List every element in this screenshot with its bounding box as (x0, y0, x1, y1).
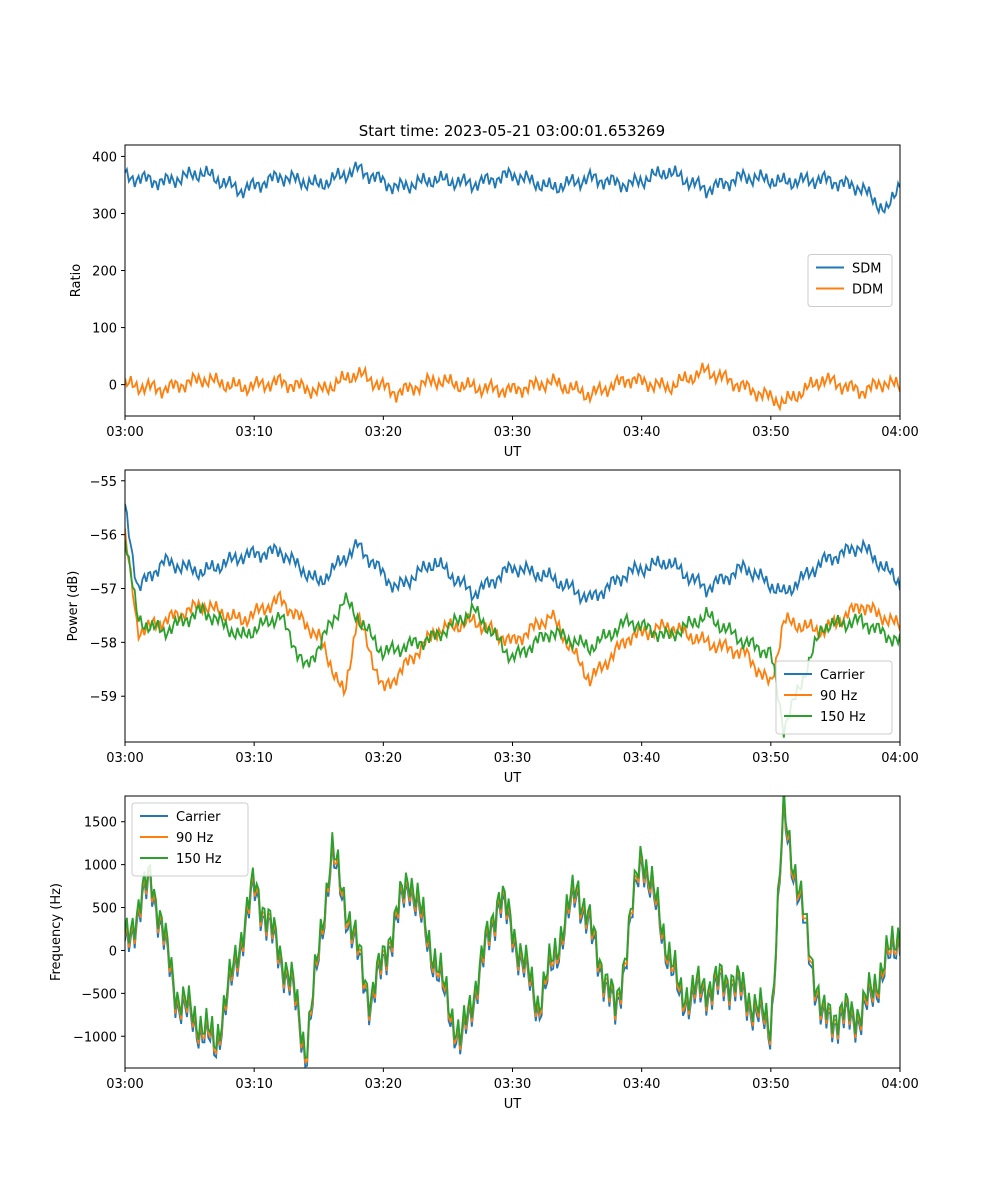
x-tick-label: 03:00 (106, 751, 143, 766)
series-line-power-0 (125, 503, 900, 606)
x-tick-label: 03:30 (494, 425, 531, 440)
chart-panel-frequency: 03:00 03:10 03:20 03:30 03:40 03:50 04:00 −1000… (49, 795, 919, 1112)
x-axis-label: UT (504, 771, 522, 786)
legend-label: Carrier (820, 668, 865, 683)
y-tick-label: 400 (92, 150, 117, 165)
x-tick-label: 03:00 (106, 425, 143, 440)
y-tick-label: −1000 (73, 1030, 117, 1045)
legend-label: 90 Hz (176, 831, 213, 846)
legend-ratio: SDM DDM (807, 254, 893, 307)
figure-title: Start time: 2023-05-21 03:00:01.653269 (359, 122, 665, 140)
x-tick-label: 03:20 (365, 1077, 402, 1092)
y-tick-label: 200 (92, 265, 117, 280)
y-axis-label: Power (dB) (66, 571, 81, 642)
x-tick-label: 04:00 (881, 1077, 918, 1092)
y-tick-label: −59 (90, 690, 117, 705)
legend-power: Carrier 90 Hz 150 Hz (775, 660, 893, 735)
x-tick-label: 03:30 (494, 751, 531, 766)
x-tick-label: 03:10 (235, 1077, 272, 1092)
y-tick-label: −55 (90, 475, 117, 490)
x-tick-label: 03:50 (752, 425, 789, 440)
y-tick-label: 1000 (84, 859, 117, 874)
y-tick-label: 0 (109, 379, 117, 394)
x-tick-label: 03:50 (752, 1077, 789, 1092)
y-tick-label: −56 (90, 529, 117, 544)
x-tick-label: 03:10 (235, 425, 272, 440)
series-line-ratio-1 (125, 362, 900, 412)
y-tick-label: 100 (92, 322, 117, 337)
series-line-power-2 (125, 539, 900, 738)
x-tick-label: 03:20 (365, 425, 402, 440)
y-tick-label: −58 (90, 636, 117, 651)
series-line-power-1 (125, 528, 900, 698)
legend-label: 150 Hz (820, 710, 866, 725)
y-tick-label: −57 (90, 582, 117, 597)
y-axis-label: Ratio (69, 264, 84, 297)
y-tick-label: 0 (109, 944, 117, 959)
x-tick-label: 03:50 (752, 751, 789, 766)
legend-label: DDM (852, 283, 883, 298)
x-tick-label: 04:00 (881, 751, 918, 766)
x-tick-label: 03:40 (623, 425, 660, 440)
chart-panel-ratio: 03:00 03:10 03:20 03:30 03:40 03:50 04:00 0 100 2… (69, 144, 919, 460)
legend-label: 90 Hz (820, 689, 857, 704)
x-tick-label: 03:20 (365, 751, 402, 766)
x-axis-label: UT (504, 445, 522, 460)
legend-label: SDM (852, 262, 881, 277)
chart-panel-power: 03:00 03:10 03:20 03:30 03:40 03:50 04:00 −59 −5… (66, 469, 919, 786)
y-tick-label: −500 (81, 987, 117, 1002)
legend-label: Carrier (176, 810, 221, 825)
y-tick-label: 300 (92, 207, 117, 222)
x-tick-label: 03:00 (106, 1077, 143, 1092)
panels: 03:00 03:10 03:20 03:30 03:40 03:50 04:00 0 100 2… (49, 144, 919, 1112)
x-tick-label: 03:10 (235, 751, 272, 766)
x-tick-label: 03:40 (623, 751, 660, 766)
legend-label: 150 Hz (176, 852, 222, 867)
x-tick-label: 03:40 (623, 1077, 660, 1092)
series-line-frequency-2 (125, 796, 900, 1060)
legend-frequency: Carrier 90 Hz 150 Hz (131, 802, 249, 877)
series-line-ratio-0 (125, 161, 900, 216)
x-tick-label: 04:00 (881, 425, 918, 440)
y-tick-label: 500 (92, 902, 117, 917)
x-tick-label: 03:30 (494, 1077, 531, 1092)
y-axis-label: Frequency (Hz) (49, 883, 64, 981)
x-axis-label: UT (504, 1097, 522, 1112)
y-tick-label: 1500 (84, 816, 117, 831)
